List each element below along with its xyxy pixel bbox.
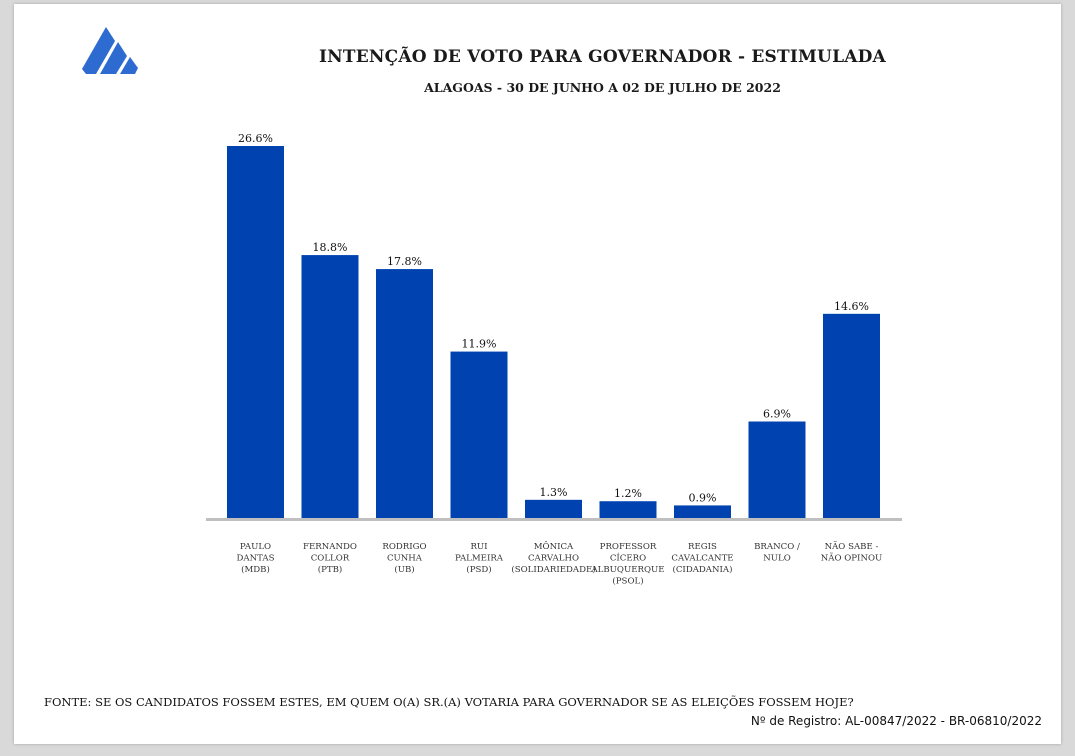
data-label-2: 17.8% (387, 255, 422, 268)
chart-title: INTENÇÃO DE VOTO PARA GOVERNADOR - ESTIM… (319, 47, 886, 67)
bar-5 (599, 501, 657, 518)
stacked-chevrons-logo-icon (82, 27, 138, 74)
bar-7 (748, 421, 806, 518)
category-label-0: PAULO DANTAS (MDB) (237, 542, 275, 575)
bar-6 (674, 505, 731, 518)
bar-8 (823, 313, 880, 518)
bar-chart: 26.6% PAULO DANTAS (MDB) 18.8% FERNANDO COLLOR… (206, 132, 902, 587)
category-label-6: REGIS CAVALCANTE (CIDADANIA) (671, 542, 733, 575)
data-label-6: 0.9% (689, 491, 717, 504)
category-label-2: RODRIGO CUNHA (UB) (382, 542, 426, 575)
bar-3 (450, 351, 508, 518)
bar-4 (525, 499, 582, 518)
data-label-7: 6.9% (763, 408, 791, 421)
data-label-5: 1.2% (614, 487, 642, 500)
category-label-1: FERNANDO COLLOR (PTB) (303, 542, 357, 575)
category-label-8: NÃO SABE -NÃO OPINOU (821, 540, 883, 564)
source-footnote: FONTE: SE OS CANDIDATOS FOSSEM ESTES, EM… (44, 695, 854, 709)
report-page: INTENÇÃO DE VOTO PARA GOVERNADOR - ESTIM… (14, 4, 1061, 744)
data-label-8: 14.6% (834, 300, 869, 313)
category-label-4: MÔNICA CARVALHO (SOLIDARIEDADE) (511, 540, 595, 575)
category-label-5: PROFESSOR CÍCERO ALBUQUERQUE (PSOL) (590, 542, 664, 587)
bar-1 (301, 255, 359, 518)
chart-subtitle: ALAGOAS - 30 DE JUNHO A 02 DE JULHO DE 2… (424, 80, 781, 95)
bar-2 (376, 269, 433, 518)
bar-0 (227, 146, 284, 518)
category-label-3: RUI PALMEIRA (PSD) (455, 542, 504, 575)
data-label-1: 18.8% (313, 241, 348, 254)
data-label-3: 11.9% (462, 338, 497, 351)
data-label-4: 1.3% (540, 486, 568, 499)
category-label-7: BRANCO / NULO (754, 542, 800, 564)
data-label-0: 26.6% (238, 132, 273, 145)
registration-number: Nº de Registro: AL-00847/2022 - BR-06810… (750, 714, 1042, 728)
